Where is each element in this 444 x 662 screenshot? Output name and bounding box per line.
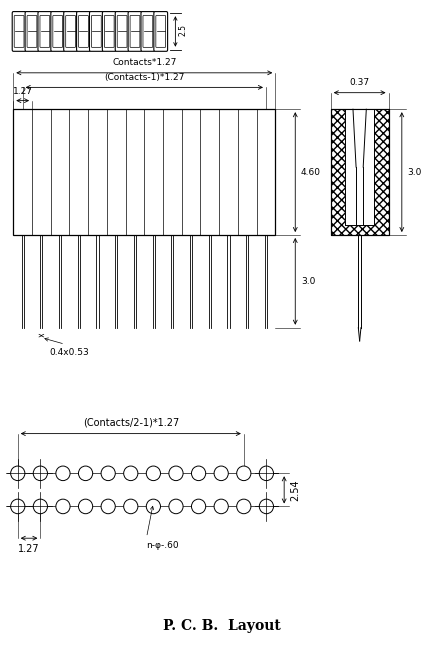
- Text: (Contacts/2-1)*1.27: (Contacts/2-1)*1.27: [83, 418, 179, 428]
- Ellipse shape: [56, 466, 70, 481]
- FancyBboxPatch shape: [40, 16, 50, 48]
- Ellipse shape: [56, 499, 70, 514]
- Ellipse shape: [259, 499, 274, 514]
- FancyBboxPatch shape: [141, 11, 155, 51]
- FancyBboxPatch shape: [51, 11, 65, 51]
- Text: 3.0: 3.0: [301, 277, 315, 286]
- FancyBboxPatch shape: [102, 11, 116, 51]
- Ellipse shape: [214, 499, 228, 514]
- FancyBboxPatch shape: [130, 16, 140, 48]
- FancyBboxPatch shape: [64, 11, 77, 51]
- FancyBboxPatch shape: [128, 11, 142, 51]
- Ellipse shape: [191, 466, 206, 481]
- FancyBboxPatch shape: [143, 16, 153, 48]
- Text: Contacts*1.27: Contacts*1.27: [112, 58, 176, 67]
- Ellipse shape: [11, 466, 25, 481]
- Text: 3.0: 3.0: [408, 167, 422, 177]
- Ellipse shape: [124, 466, 138, 481]
- Ellipse shape: [79, 499, 93, 514]
- Text: 4.60: 4.60: [301, 167, 321, 177]
- FancyBboxPatch shape: [27, 16, 37, 48]
- Ellipse shape: [146, 499, 160, 514]
- FancyBboxPatch shape: [154, 11, 167, 51]
- Ellipse shape: [79, 466, 93, 481]
- FancyBboxPatch shape: [89, 11, 103, 51]
- Ellipse shape: [101, 499, 115, 514]
- Ellipse shape: [33, 499, 48, 514]
- FancyBboxPatch shape: [156, 16, 166, 48]
- Ellipse shape: [101, 466, 115, 481]
- Text: 2.5: 2.5: [178, 24, 187, 36]
- Ellipse shape: [169, 466, 183, 481]
- Bar: [331, 109, 388, 235]
- Ellipse shape: [191, 499, 206, 514]
- FancyBboxPatch shape: [25, 11, 39, 51]
- FancyBboxPatch shape: [14, 16, 24, 48]
- Bar: [345, 109, 374, 225]
- FancyBboxPatch shape: [76, 11, 90, 51]
- Ellipse shape: [214, 466, 228, 481]
- Ellipse shape: [237, 466, 251, 481]
- FancyBboxPatch shape: [91, 16, 101, 48]
- Ellipse shape: [11, 499, 25, 514]
- Text: 0.37: 0.37: [349, 78, 370, 87]
- Ellipse shape: [33, 466, 48, 481]
- Ellipse shape: [146, 466, 160, 481]
- Text: n-φ-.60: n-φ-.60: [147, 541, 179, 550]
- Bar: [331, 109, 388, 235]
- FancyBboxPatch shape: [104, 16, 114, 48]
- FancyBboxPatch shape: [115, 11, 129, 51]
- Text: P. C. B.  Layout: P. C. B. Layout: [163, 618, 281, 633]
- FancyBboxPatch shape: [66, 16, 75, 48]
- Bar: [13, 109, 275, 235]
- FancyBboxPatch shape: [117, 16, 127, 48]
- FancyBboxPatch shape: [12, 11, 26, 51]
- FancyBboxPatch shape: [38, 11, 52, 51]
- FancyBboxPatch shape: [53, 16, 63, 48]
- Text: 1.27: 1.27: [18, 544, 40, 553]
- Ellipse shape: [259, 466, 274, 481]
- Ellipse shape: [124, 499, 138, 514]
- Ellipse shape: [237, 499, 251, 514]
- Text: 1.27: 1.27: [13, 87, 33, 96]
- Text: (Contacts-1)*1.27: (Contacts-1)*1.27: [104, 73, 185, 82]
- Text: 2.54: 2.54: [290, 479, 300, 500]
- FancyBboxPatch shape: [79, 16, 88, 48]
- Ellipse shape: [169, 499, 183, 514]
- Text: 0.4x0.53: 0.4x0.53: [50, 348, 89, 357]
